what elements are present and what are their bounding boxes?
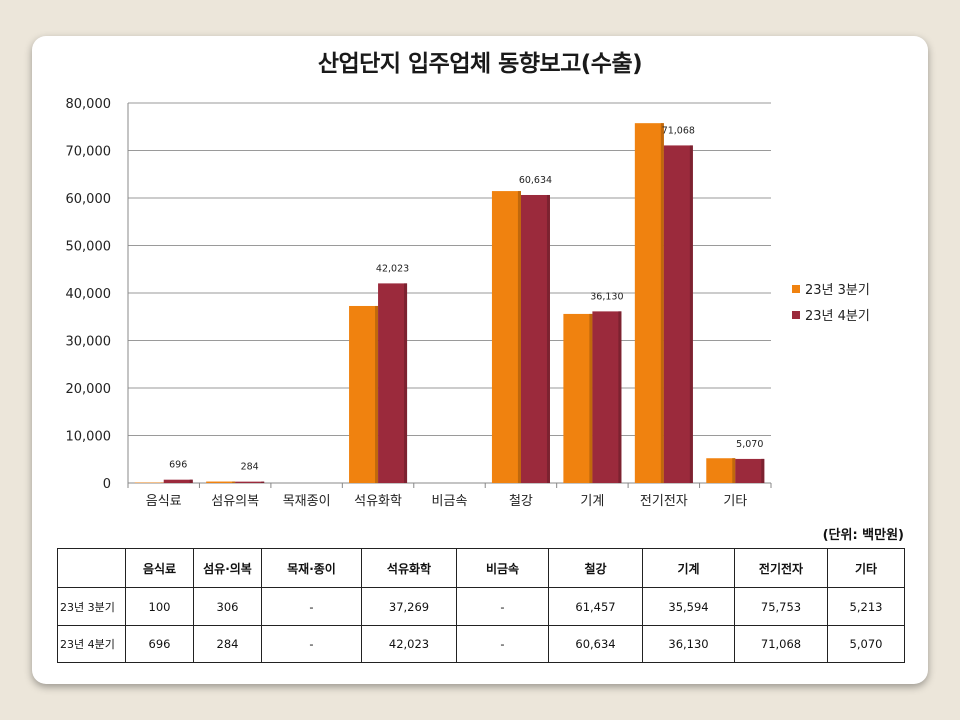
chart-title: 산업단지 입주업체 동향보고(수출) xyxy=(317,51,643,77)
bar-q3 xyxy=(206,481,236,483)
x-tick-label: 석유화학 xyxy=(354,494,402,509)
y-tick-label: 40,000 xyxy=(66,287,112,302)
bar-shade xyxy=(732,458,736,483)
table-cell: 37,269 xyxy=(361,587,457,626)
table-header-cell: 비금속 xyxy=(456,547,549,589)
table-row-label: 23년 3분기 xyxy=(57,587,126,626)
y-tick-label: 20,000 xyxy=(66,382,112,397)
table-cell: 35,594 xyxy=(642,587,735,626)
data-table: 음식료 섬유·의복 목재·종이 석유화학 비금속 철강 기계 전기전자 기타 2… xyxy=(57,547,905,664)
table-cell: - xyxy=(261,624,362,664)
table-cell: - xyxy=(456,624,549,664)
bar-q4 xyxy=(235,481,265,483)
table-row: 23년 4분기 696 284 - 42,023 - 60,634 36,130… xyxy=(57,624,905,664)
bar-q4 xyxy=(520,194,550,483)
bar-shade xyxy=(232,481,236,483)
table-header-cell: 석유화학 xyxy=(361,547,457,589)
x-tick-label: 기타 xyxy=(723,494,747,509)
data-label: 42,023 xyxy=(376,263,409,274)
bar-shade xyxy=(660,123,664,483)
y-tick-label: 0 xyxy=(103,477,111,492)
bar-q3 xyxy=(634,123,664,483)
table-cell: 36,130 xyxy=(642,624,735,664)
table-header-cell: 철강 xyxy=(548,547,643,589)
y-tick-label: 60,000 xyxy=(66,192,112,207)
legend-label: 23년 3분기 xyxy=(805,283,870,298)
bar-shade xyxy=(189,479,193,483)
x-tick-label: 목재종이 xyxy=(283,494,331,509)
bar-q4 xyxy=(663,145,693,483)
table-header-cell: 음식료 xyxy=(125,547,194,589)
bar-shade xyxy=(375,305,379,483)
bar-shade xyxy=(761,458,765,483)
table-cell: 75,753 xyxy=(734,587,828,626)
unit-note: (단위: 백만원) xyxy=(822,528,904,543)
x-tick-label: 철강 xyxy=(509,494,533,509)
table-cell: 61,457 xyxy=(548,587,643,626)
table-header-cell: 기타 xyxy=(827,547,905,589)
data-label: 284 xyxy=(241,462,259,473)
y-tick-label: 50,000 xyxy=(66,240,112,255)
bar-shade xyxy=(261,481,265,483)
y-tick-label: 10,000 xyxy=(66,430,112,445)
y-tick-label: 80,000 xyxy=(66,97,112,112)
bar-q3 xyxy=(491,191,521,483)
bar-q3 xyxy=(706,458,736,483)
y-tick-label: 70,000 xyxy=(66,145,112,160)
table-cell: - xyxy=(261,587,362,626)
table-cell: 60,634 xyxy=(548,624,643,664)
table-header-cell: 전기전자 xyxy=(734,547,828,589)
data-label: 60,634 xyxy=(519,175,552,186)
bar-shade xyxy=(404,283,408,483)
table-header-cell: 기계 xyxy=(642,547,735,589)
legend-swatch xyxy=(792,285,800,293)
table-cell: 696 xyxy=(125,624,194,664)
data-label: 36,130 xyxy=(590,291,623,302)
table-cell: 5,070 xyxy=(827,624,905,664)
y-tick-label: 30,000 xyxy=(66,335,112,350)
table-cell: 306 xyxy=(193,587,262,626)
legend-label: 23년 4분기 xyxy=(805,309,870,324)
table-cell: 5,213 xyxy=(827,587,905,626)
x-tick-label: 전기전자 xyxy=(640,494,688,509)
data-label: 696 xyxy=(169,460,187,471)
table-header-cell: 목재·종이 xyxy=(261,547,362,589)
bar-shade xyxy=(546,194,550,483)
bar-q3 xyxy=(563,313,593,483)
x-tick-label: 기계 xyxy=(580,494,604,509)
data-label: 71,068 xyxy=(662,125,695,136)
table-cell: 71,068 xyxy=(734,624,828,664)
bar-shade xyxy=(618,311,622,483)
legend-swatch xyxy=(792,311,800,319)
bar-shade xyxy=(517,191,521,483)
bar-shade xyxy=(589,313,593,483)
bar-shade xyxy=(689,145,693,483)
table-cell: - xyxy=(456,587,549,626)
table-cell: 42,023 xyxy=(361,624,457,664)
table-cell: 100 xyxy=(125,587,194,626)
bar-q4 xyxy=(592,311,622,483)
bar-q4 xyxy=(735,458,765,483)
table-row-label: 23년 4분기 xyxy=(57,624,126,664)
table-cell: 284 xyxy=(193,624,262,664)
bar-chart: 0 10,000 20,000 30,000 40,000 50,000 60,000 70,… xyxy=(66,97,870,509)
bar-q3 xyxy=(349,305,379,483)
table-row: 23년 3분기 100 306 - 37,269 - 61,457 35,594… xyxy=(57,587,905,626)
bar-q4 xyxy=(378,283,408,483)
x-tick-label: 비금속 xyxy=(432,494,468,509)
data-label: 5,070 xyxy=(736,439,763,450)
x-tick-label: 섬유의복 xyxy=(211,494,259,509)
table-header-cell: 섬유·의복 xyxy=(193,547,262,589)
table-header-row: 음식료 섬유·의복 목재·종이 석유화학 비금속 철강 기계 전기전자 기타 xyxy=(57,547,905,589)
x-tick-label: 음식료 xyxy=(146,494,182,509)
bar-q4 xyxy=(163,479,193,483)
table-header-cell xyxy=(57,547,126,589)
